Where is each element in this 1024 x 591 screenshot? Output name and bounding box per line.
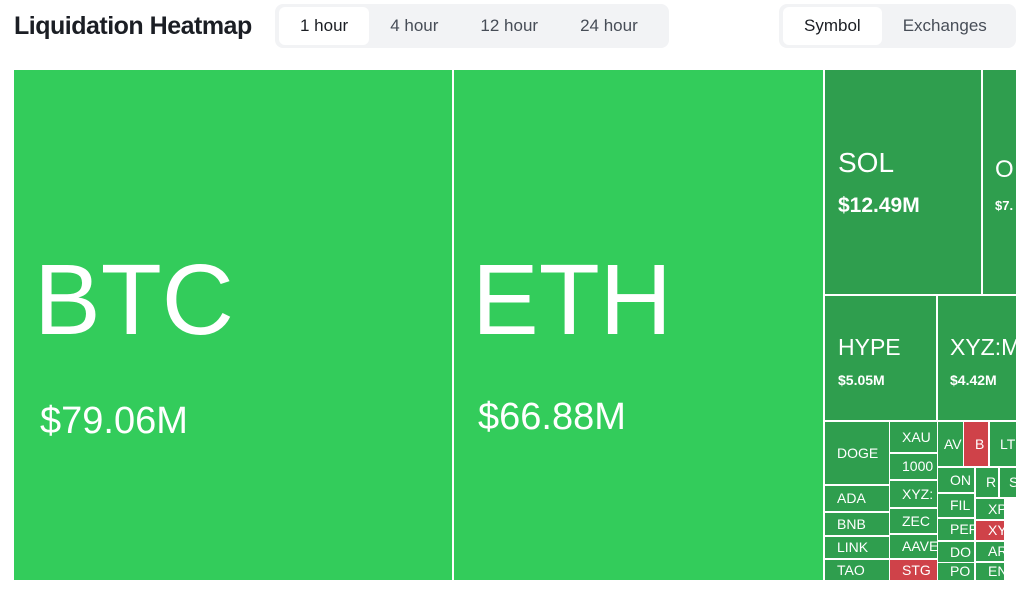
treemap-cell[interactable]: BTC $79.06M [14,70,452,580]
cell-label: ZEC [902,512,930,529]
cell-label: S [1009,474,1016,491]
cell-label: XYZ: [902,485,934,502]
treemap-cell[interactable]: AAVE [890,535,937,558]
cell-value: $66.88M [478,396,626,438]
view-tabs: Symbol Exchanges [779,4,1016,48]
cell-value: $12.49M [838,194,920,217]
tab[interactable]: 4 hour [390,16,439,35]
treemap-cell[interactable]: SOL $12.49M [825,70,981,294]
cell-value: $79.06M [40,400,188,442]
treemap-cell[interactable]: 1000 [890,454,937,479]
treemap-cell[interactable]: EN [976,563,1004,580]
tab[interactable]: Symbol [783,7,882,45]
treemap-cell[interactable]: TAO [825,560,889,580]
cell-label: AV [944,435,962,452]
cell-label: XYZ:M [950,334,1016,360]
tab[interactable]: 1 hour [279,7,370,45]
cell-label: DO [950,543,971,560]
cell-label: R [986,474,997,491]
cell-label: 1000 [902,458,934,475]
treemap-cell[interactable]: LINK [825,537,889,558]
treemap-cell[interactable]: ZEC [890,509,937,533]
treemap-cell[interactable]: LT [990,422,1016,466]
cell-label: XAU [902,428,931,445]
treemap-cell[interactable]: XYZ:M $4.42M [938,296,1016,420]
page-title: Liquidation Heatmap [14,12,252,40]
tab[interactable]: 24 hour [580,16,638,35]
cell-label: XP [988,500,1004,517]
cell-label: ADA [837,490,866,507]
treemap-cell[interactable]: AR [976,542,1004,561]
cell-value: $7. [995,198,1014,213]
cell-label: O [995,156,1014,183]
treemap-cell[interactable]: XY [976,521,1004,540]
cell-label: BTC [34,244,234,356]
cell-label: TAO [837,561,865,578]
treemap-cell[interactable]: STG [890,560,937,580]
time-tabs: 1 hour 4 hour 12 hour 24 hour [275,4,669,48]
cell-label: B [975,435,985,452]
cell-label: BNB [837,515,866,532]
treemap-cell[interactable]: O $7. [983,70,1016,294]
treemap-cell[interactable]: HYPE $5.05M [825,296,936,420]
cell-label: SOL [838,147,895,178]
cell-label: XY [988,522,1004,539]
treemap-cell[interactable]: FIL [938,494,974,517]
cell-label: FIL [950,497,971,514]
treemap-cell[interactable]: S [1000,468,1016,497]
cell-label: STG [902,561,931,578]
treemap-cell[interactable]: BNB [825,513,889,535]
treemap-cell[interactable]: PEF [938,519,974,540]
treemap-cell[interactable]: ON [938,468,974,492]
cell-label: HYPE [838,334,901,360]
cell-value: $4.42M [950,372,997,388]
treemap-cell[interactable]: ADA [825,486,889,511]
treemap-cell[interactable]: ETH $66.88M [454,70,823,580]
tab[interactable]: Exchanges [902,16,987,35]
treemap-cell[interactable]: XYZ: [890,481,937,507]
cell-label: ON [950,471,971,488]
cell-label: AR [988,543,1004,560]
treemap-cell[interactable]: B [964,422,988,466]
treemap-cell[interactable]: XAU [890,422,937,452]
cell-label: PO [950,563,971,580]
cell-value: $5.05M [838,372,885,388]
cell-label: LT [1000,435,1016,452]
treemap-cell[interactable]: R [976,468,998,497]
treemap-cell[interactable]: PO [938,563,974,580]
treemap-cell[interactable]: XP [976,499,1004,519]
tab[interactable]: 12 hour [480,16,539,35]
treemap-cell[interactable]: AV [938,422,963,466]
treemap-cell[interactable]: DO [938,542,974,562]
cell-label: ETH [472,244,672,356]
cell-label: LINK [837,539,869,556]
cell-label: EN [988,563,1004,580]
cell-label: PEF [950,521,974,538]
cell-label: DOGE [837,444,879,461]
treemap-cell[interactable]: DOGE [825,422,889,484]
cell-label: AAVE [902,538,937,555]
